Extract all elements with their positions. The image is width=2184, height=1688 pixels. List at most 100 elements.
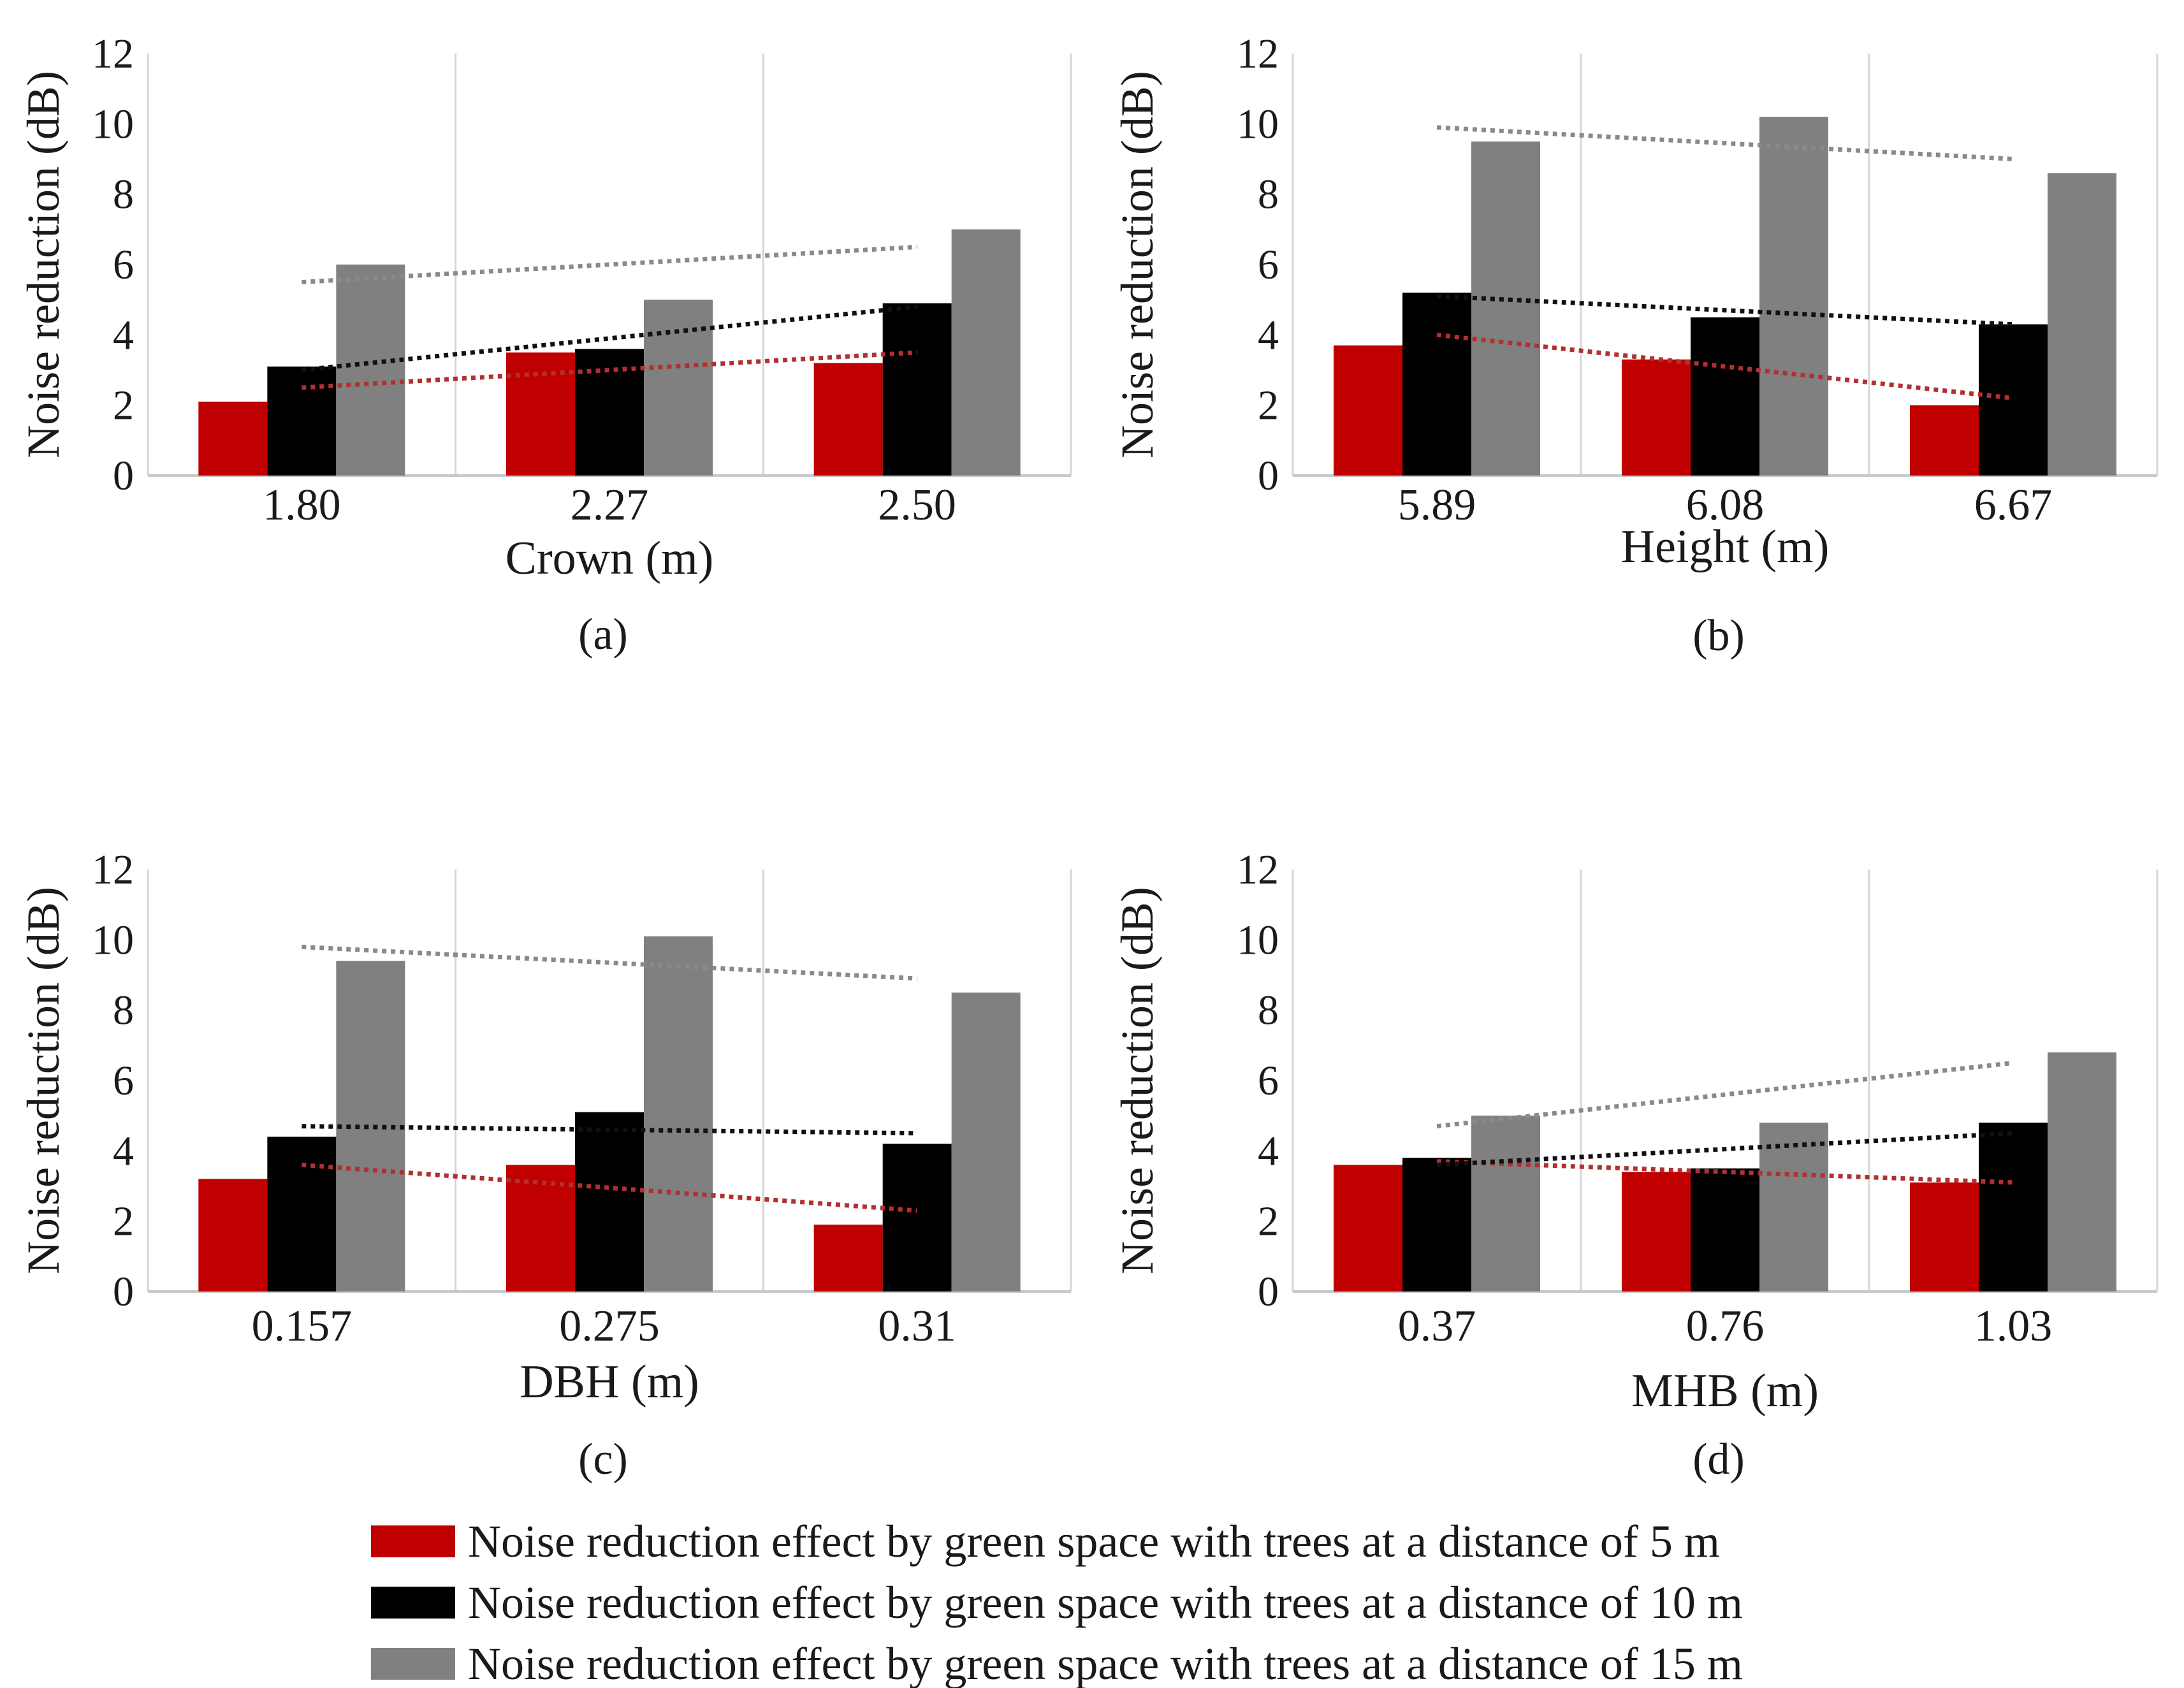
legend-item-3: Noise reduction effect by green space wi…: [371, 1638, 1743, 1688]
y-tick-label: 0: [113, 453, 134, 499]
bar-series-2-cat-2: [1691, 317, 1759, 476]
y-axis-title: Noise reduction (dB): [18, 887, 69, 1274]
x-axis-title: Crown (m): [506, 532, 714, 585]
y-tick-label: 0: [1258, 1269, 1279, 1315]
chart-panels: 0 2 4 6 8 10 12 1.80 2.27 2.50 Crown (m) Noise redu…: [18, 31, 2159, 1484]
chart-panel-2: 0 2 4 6 8 10 12 5.89 6.08 6.67 Height (m) Noise red…: [1112, 31, 2159, 660]
y-tick-label: 10: [1237, 917, 1279, 963]
bar-series-2-cat-3: [882, 303, 952, 476]
y-tick-label: 12: [92, 847, 134, 893]
x-tick-label: 6.67: [1974, 481, 2053, 530]
bar-series-3-cat-2: [1759, 117, 1828, 476]
y-tick-label: 2: [1258, 382, 1279, 429]
legend-label: Noise reduction effect by green space wi…: [468, 1516, 1720, 1567]
bar-series-1-cat-2: [1622, 359, 1691, 476]
y-tick-label: 12: [92, 31, 134, 77]
panel-label: (b): [1693, 611, 1745, 660]
y-tick-label: 10: [1237, 101, 1279, 147]
y-tick-label: 4: [1258, 312, 1279, 358]
y-tick-label: 10: [92, 917, 134, 963]
bar-series-3-cat-2: [644, 936, 713, 1291]
x-tick-label: 2.27: [571, 481, 649, 530]
bar-series-2-cat-1: [267, 1137, 337, 1291]
bar-series-2-cat-1: [267, 366, 337, 476]
bar-series-3-cat-3: [2048, 173, 2116, 476]
chart-panel-1: 0 2 4 6 8 10 12 1.80 2.27 2.50 Crown (m) Noise redu…: [18, 31, 1072, 659]
bar-series-3-cat-1: [1471, 141, 1540, 476]
legend-swatch: [371, 1525, 455, 1557]
bar-series-3-cat-1: [1471, 1116, 1540, 1291]
y-tick-label: 4: [1258, 1128, 1279, 1174]
y-tick-label: 6: [113, 1058, 134, 1104]
y-axis-title: Noise reduction (dB): [1112, 71, 1163, 458]
x-tick-label: 1.03: [1974, 1302, 2053, 1351]
bar-series-3-cat-1: [336, 265, 405, 476]
x-tick-label: 0.31: [878, 1302, 956, 1351]
trendline-series-2: [1436, 294, 2014, 327]
x-tick-label: 2.50: [878, 481, 956, 530]
y-tick-label: 4: [113, 1128, 134, 1174]
bar-series-3-cat-3: [951, 229, 1021, 476]
x-tick-label: 6.08: [1686, 481, 1765, 530]
bar-series-2-cat-3: [882, 1144, 952, 1291]
y-tick-label: 10: [92, 101, 134, 147]
y-tick-label: 0: [113, 1269, 134, 1315]
y-tick-label: 2: [1258, 1198, 1279, 1245]
bar-series-1-cat-1: [1334, 345, 1402, 476]
y-axis-title: Noise reduction (dB): [1112, 887, 1163, 1274]
bar-series-2-cat-1: [1402, 1158, 1471, 1291]
legend-swatch: [371, 1587, 455, 1619]
x-tick-label: 0.37: [1398, 1302, 1476, 1351]
trendline-series-2: [302, 1124, 917, 1136]
legend: Noise reduction effect by green space wi…: [371, 1516, 1743, 1688]
y-tick-label: 2: [113, 1198, 134, 1245]
bar-series-3-cat-3: [2048, 1052, 2116, 1291]
trendline-series-3: [1436, 125, 2014, 161]
y-axis-title: Noise reduction (dB): [18, 71, 69, 458]
y-tick-label: 6: [1258, 1058, 1279, 1104]
trendline-series-1: [1436, 332, 2014, 401]
bar-series-3-cat-2: [644, 300, 713, 476]
trendline-series-2: [1436, 1131, 2014, 1167]
bar-series-2-cat-3: [1979, 1123, 2048, 1291]
bar-series-2-cat-1: [1402, 293, 1471, 476]
y-tick-label: 8: [1258, 171, 1279, 218]
panel-label: (a): [578, 610, 628, 659]
panel-label: (d): [1693, 1435, 1745, 1484]
x-axis-title: Height (m): [1621, 521, 1830, 573]
bar-series-3-cat-3: [951, 993, 1021, 1291]
bar-series-1-cat-3: [1910, 1182, 1979, 1291]
y-tick-label: 6: [1258, 242, 1279, 288]
x-tick-label: 5.89: [1398, 481, 1476, 530]
y-tick-label: 6: [113, 242, 134, 288]
bar-series-2-cat-2: [1691, 1168, 1759, 1291]
bar-series-1-cat-2: [1622, 1172, 1691, 1291]
trendline-series-3: [1436, 1060, 2014, 1129]
y-tick-label: 2: [113, 382, 134, 429]
x-tick-label: 1.80: [263, 481, 341, 530]
chart-panel-4: 0 2 4 6 8 10 12 0.37 0.76 1.03 MHB (m) Noise reduct…: [1112, 847, 2159, 1484]
y-tick-label: 8: [113, 171, 134, 218]
bar-series-1-cat-3: [813, 363, 883, 476]
chart-panel-3: 0 2 4 6 8 10 12 0.157 0.275 0.31 DBH (m) Noise redu…: [18, 847, 1072, 1484]
bar-series-1-cat-1: [198, 402, 268, 476]
bar-series-2-cat-2: [575, 1112, 644, 1291]
bar-series-1-cat-1: [198, 1179, 268, 1291]
bar-series-1-cat-2: [506, 352, 575, 476]
bar-series-1-cat-3: [813, 1225, 883, 1291]
y-tick-label: 0: [1258, 453, 1279, 499]
legend-label: Noise reduction effect by green space wi…: [468, 1577, 1743, 1628]
y-tick-label: 8: [113, 987, 134, 1034]
bar-series-1-cat-3: [1910, 405, 1979, 476]
x-axis-title: DBH (m): [520, 1356, 699, 1408]
x-tick-label: 0.275: [559, 1302, 660, 1351]
legend-item-1: Noise reduction effect by green space wi…: [371, 1516, 1720, 1567]
legend-label: Noise reduction effect by green space wi…: [468, 1638, 1743, 1688]
bar-series-2-cat-3: [1979, 324, 2048, 476]
bar-series-3-cat-2: [1759, 1123, 1828, 1291]
y-tick-label: 4: [113, 312, 134, 358]
trendline-series-1: [1436, 1159, 2014, 1185]
x-axis-title: MHB (m): [1631, 1365, 1819, 1417]
x-tick-label: 0.76: [1686, 1302, 1765, 1351]
